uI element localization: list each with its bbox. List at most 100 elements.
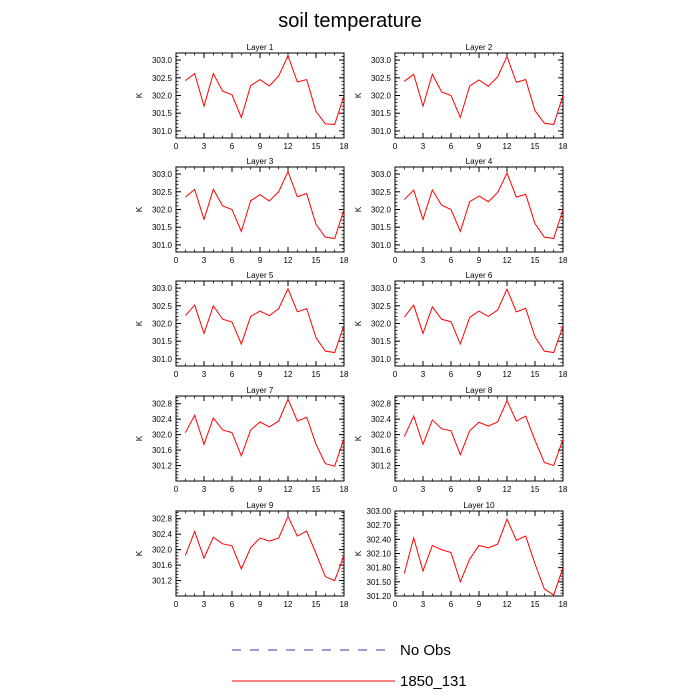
y-tick-label: 301.0: [152, 355, 173, 364]
x-tick-label: 3: [202, 600, 207, 609]
y-tick-label: 301.5: [152, 109, 173, 118]
y-axis-label: K: [354, 550, 363, 556]
y-axis-label: K: [354, 206, 363, 212]
x-tick-label: 3: [421, 600, 426, 609]
x-tick-label: 12: [503, 256, 512, 265]
legend-label-no-obs: No Obs: [400, 642, 451, 659]
y-tick-label: 303.0: [152, 284, 173, 293]
panel: Layer 5 0 3 6 9 12 15 18 301.0 301.5 302.0 302.5 303…: [135, 271, 349, 379]
panel-title: Layer 8: [466, 386, 493, 395]
series-line-1850-131: [403, 399, 564, 467]
series-line-1850-131: [403, 517, 564, 596]
x-tick-label: 0: [393, 485, 398, 494]
y-tick-label: 302.8: [371, 400, 392, 409]
y-tick-label: 302.8: [152, 400, 173, 409]
x-tick-label: 18: [559, 142, 568, 151]
y-tick-label: 301.6: [152, 446, 173, 455]
y-tick-label: 301.0: [371, 355, 392, 364]
y-tick-label: 303.0: [371, 170, 392, 179]
x-tick-label: 3: [202, 142, 207, 151]
y-tick-label: 302.0: [371, 431, 392, 440]
y-axis-label: K: [135, 435, 144, 441]
x-tick-label: 18: [340, 142, 349, 151]
y-tick-label: 301.0: [371, 241, 392, 250]
y-axis-label: K: [135, 320, 144, 326]
y-tick-label: 302.8: [152, 515, 173, 524]
legend: No Obs 1850_131: [232, 642, 467, 690]
plot-frame: [175, 510, 345, 597]
y-tick-label: 301.0: [152, 241, 173, 250]
y-tick-label: 301.2: [371, 462, 392, 471]
x-tick-label: 3: [202, 485, 207, 494]
x-tick-label: 12: [284, 485, 293, 494]
panel: Layer 9 0 3 6 9 12 15 18 301.2 301.6 302.0 302.4 302…: [135, 501, 349, 609]
y-tick-label: 302.0: [152, 92, 173, 101]
x-tick-label: 12: [503, 600, 512, 609]
series-line-1850-131: [403, 287, 564, 354]
x-tick-label: 12: [284, 600, 293, 609]
y-tick-label: 302.0: [152, 320, 173, 329]
y-tick-label: 301.5: [371, 337, 392, 346]
y-tick-label: 303.0: [371, 284, 392, 293]
x-tick-label: 3: [421, 370, 426, 379]
y-tick-label: 301.2: [152, 577, 173, 586]
x-tick-label: 6: [449, 370, 454, 379]
y-tick-label: 302.70: [367, 521, 392, 530]
y-tick-label: 302.5: [371, 302, 392, 311]
y-tick-label: 302.4: [371, 415, 392, 424]
x-tick-label: 12: [284, 370, 293, 379]
panel-title: Layer 10: [463, 501, 495, 510]
y-axis-label: K: [135, 206, 144, 212]
y-tick-label: 301.5: [371, 109, 392, 118]
x-tick-label: 0: [174, 256, 179, 265]
x-tick-label: 6: [230, 485, 235, 494]
y-tick-label: 301.0: [371, 127, 392, 136]
x-tick-label: 6: [449, 256, 454, 265]
x-tick-label: 9: [258, 600, 263, 609]
y-axis-label: K: [354, 435, 363, 441]
panel-title: Layer 1: [247, 43, 274, 52]
panel: Layer 3 0 3 6 9 12 15 18 301.0 301.5 302.0 302.5 303…: [135, 157, 349, 265]
panel-title: Layer 2: [466, 43, 493, 52]
x-tick-label: 9: [477, 256, 482, 265]
x-tick-label: 3: [421, 256, 426, 265]
y-tick-label: 302.40: [367, 535, 392, 544]
x-tick-label: 9: [477, 142, 482, 151]
x-tick-label: 12: [284, 142, 293, 151]
x-tick-label: 6: [230, 600, 235, 609]
y-tick-label: 301.80: [367, 564, 392, 573]
y-tick-label: 302.5: [371, 74, 392, 83]
series-line-1850-131: [404, 55, 564, 126]
y-tick-label: 302.0: [152, 206, 173, 215]
panel: Layer 7 0 3 6 9 12 15 18 301.2 301.6 302.0 302.4 302…: [135, 386, 349, 494]
y-tick-label: 302.5: [152, 188, 173, 197]
x-tick-label: 0: [393, 600, 398, 609]
y-tick-label: 302.5: [152, 74, 173, 83]
x-tick-label: 18: [340, 256, 349, 265]
x-tick-label: 6: [449, 485, 454, 494]
x-tick-label: 6: [230, 256, 235, 265]
y-tick-label: 303.0: [152, 170, 173, 179]
x-tick-label: 18: [559, 485, 568, 494]
x-tick-label: 15: [531, 600, 540, 609]
x-tick-label: 6: [230, 370, 235, 379]
x-tick-label: 15: [312, 485, 321, 494]
x-tick-label: 9: [477, 485, 482, 494]
x-tick-label: 15: [531, 256, 540, 265]
panel-title: Layer 9: [247, 501, 274, 510]
panel-title: Layer 7: [247, 386, 274, 395]
panel: Layer 2 0 3 6 9 12 15 18 301.0 301.5 302.0 302.5 303…: [354, 43, 568, 151]
x-tick-label: 0: [174, 485, 179, 494]
y-tick-label: 301.6: [152, 561, 173, 570]
legend-label-1850-131: 1850_131: [400, 673, 467, 690]
x-tick-label: 18: [340, 600, 349, 609]
panel: Layer 4 0 3 6 9 12 15 18 301.0 301.5 302.0 302.5 303…: [354, 157, 568, 265]
y-tick-label: 302.4: [152, 415, 173, 424]
y-tick-label: 301.2: [152, 462, 173, 471]
x-tick-label: 6: [230, 142, 235, 151]
y-tick-label: 302.0: [371, 320, 392, 329]
panel-grid: Layer 10 3 6 9 12 15 18301.0301.5302.0302.5303…: [135, 43, 568, 609]
y-tick-label: 301.50: [367, 578, 392, 587]
